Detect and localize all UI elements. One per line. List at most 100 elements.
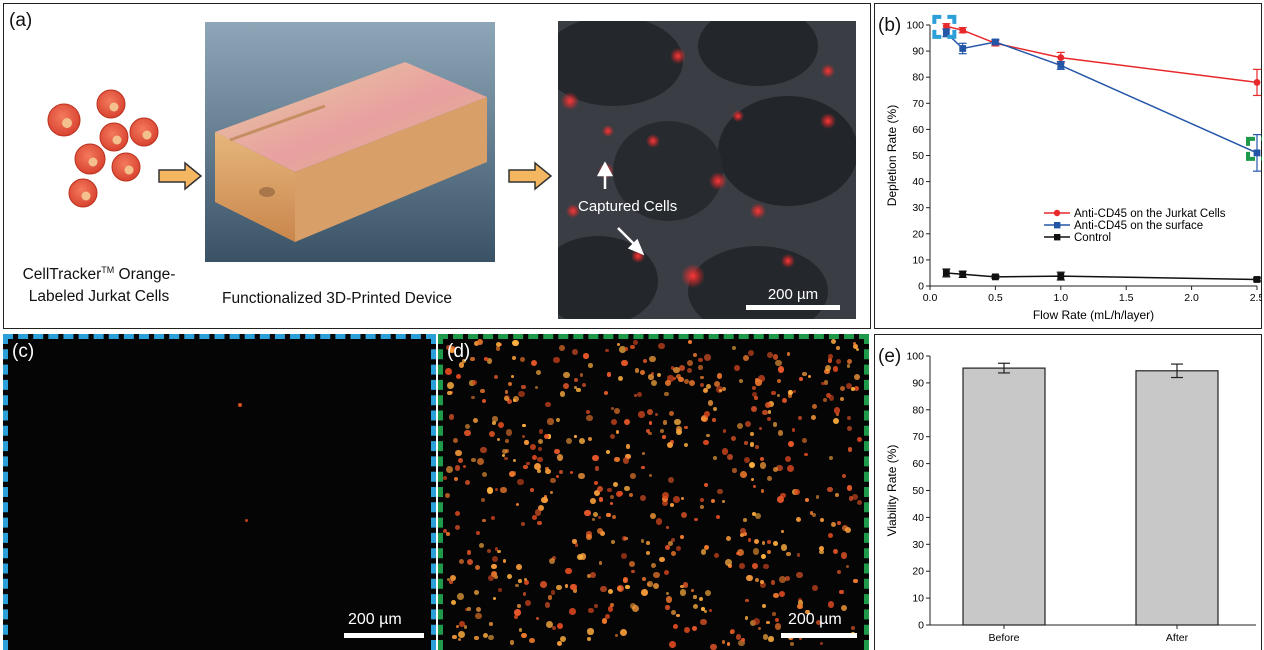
- fluorescent-cell: [641, 589, 648, 596]
- fluorescent-cell: [700, 382, 705, 387]
- fluorescent-cell: [798, 637, 802, 641]
- fluorescent-cell: [726, 535, 732, 541]
- fluorescent-cell: [586, 409, 591, 414]
- fluorescent-cell: [848, 496, 854, 501]
- fluorescent-cell: [753, 484, 757, 488]
- fluorescent-cell: [652, 582, 659, 589]
- fluorescent-cell: [586, 531, 592, 537]
- fluorescent-cell: [559, 636, 566, 643]
- fluorescent-cell: [524, 440, 529, 445]
- fluorescent-cell: [693, 353, 697, 357]
- legend-marker: [1053, 221, 1060, 228]
- fluorescent-cell: [836, 412, 840, 417]
- data-point: [1056, 272, 1064, 279]
- fluorescent-cell: [795, 516, 801, 523]
- fluorescent-cell: [633, 394, 637, 398]
- fluorescent-cell: [526, 461, 530, 465]
- fluorescent-cell: [488, 634, 494, 641]
- fluorescent-cell: [839, 590, 844, 595]
- fluorescent-cell: [705, 383, 711, 389]
- fluorescent-cell: [788, 441, 794, 448]
- fluorescent-cell: [451, 599, 456, 605]
- fluorescent-cell: [449, 580, 453, 584]
- fluorescent-cell: [550, 477, 556, 484]
- fluorescent-cell: [500, 486, 507, 494]
- fluorescent-cell: [754, 577, 760, 583]
- fluorescent-cell: [516, 564, 522, 570]
- fluorescent-cell: [726, 642, 731, 646]
- fluorescent-cell: [592, 511, 599, 518]
- fluorescent-cell: [773, 592, 779, 599]
- fluorescent-cell: [776, 464, 783, 472]
- scalebar-c-label: 200 µm: [348, 611, 402, 628]
- fluorescent-cell: [780, 492, 786, 499]
- fluorescent-cell: [650, 379, 657, 387]
- fluorescent-cell: [534, 463, 542, 471]
- y-tick-label: 80: [912, 404, 924, 416]
- fluorescent-cell: [504, 456, 508, 461]
- fluorescent-cell: [784, 576, 790, 581]
- fluorescent-cell: [738, 639, 745, 647]
- scalebar-c: [344, 633, 424, 638]
- fluorescent-cell: [701, 606, 705, 611]
- fluorescent-cell: [631, 569, 635, 574]
- fluorescent-cell: [745, 598, 749, 603]
- fluorescent-cell: [458, 631, 465, 639]
- cell-icon: [96, 89, 126, 119]
- fluorescent-cell: [672, 376, 676, 380]
- fluorescent-cell: [687, 367, 692, 373]
- fluorescent-cell: [704, 589, 711, 596]
- fluorescent-cell: [511, 355, 517, 361]
- fluorescent-cell: [776, 394, 780, 398]
- y-tick-label: 0: [918, 280, 924, 292]
- fluorescent-cell: [457, 457, 463, 463]
- fluorescent-cell: [713, 380, 720, 387]
- cell-icon: [74, 143, 106, 175]
- fluorescent-cell: [504, 448, 510, 454]
- fluorescent-cell: [569, 470, 574, 475]
- fluorescent-cell: [683, 442, 688, 448]
- fluorescent-cell: [667, 442, 674, 449]
- fluorescent-cell: [479, 388, 485, 394]
- fluorescent-cell: [778, 590, 785, 597]
- fluorescent-cell: [535, 369, 541, 375]
- fluorescent-cell: [831, 521, 837, 527]
- fluorescent-cell: [676, 429, 683, 436]
- data-point: [1253, 148, 1260, 156]
- fluorescent-cell: [846, 359, 852, 365]
- fluorescent-cell: [688, 340, 693, 345]
- fluorescent-cell: [453, 437, 459, 443]
- fluorescent-cell: [759, 457, 765, 462]
- fluorescent-cell: [472, 380, 478, 386]
- fluorescent-cell: [774, 622, 782, 630]
- fluorescent-cell: [717, 373, 723, 379]
- fluorescent-cell: [640, 539, 645, 543]
- fluorescent-cell: [478, 542, 484, 549]
- fluorescent-cell: [512, 395, 520, 403]
- fluorescent-cell: [614, 634, 618, 638]
- fluorescent-cell: [518, 391, 525, 398]
- fluorescent-cell: [632, 605, 640, 613]
- right-arrow-icon: [508, 161, 553, 191]
- fluorescent-cell: [833, 407, 840, 414]
- fluorescent-cell: [670, 439, 674, 444]
- fluorescent-cell: [837, 569, 842, 574]
- fluorescent-cell: [577, 472, 585, 480]
- fluorescent-cell: [546, 621, 554, 629]
- fluorescent-cell: [763, 634, 769, 640]
- fluorescent-cell: [819, 549, 824, 555]
- fluorescent-cell: [621, 359, 628, 366]
- fluorescent-cell: [703, 544, 710, 551]
- fluorescent-cell: [824, 368, 831, 375]
- fluorescent-cell: [494, 487, 499, 491]
- fluorescent-cell: [853, 579, 858, 584]
- fluorescent-cell: [781, 529, 785, 533]
- fluorescent-cell: [535, 385, 539, 389]
- fluorescent-cell: [773, 467, 779, 473]
- fluorescent-cell: [717, 488, 723, 495]
- fluorescent-cell: [765, 401, 772, 408]
- legend-label: Control: [1074, 232, 1111, 244]
- fluorescent-cell: [473, 589, 480, 596]
- fluorescent-cell: [757, 627, 761, 631]
- fluorescent-cell: [793, 389, 797, 393]
